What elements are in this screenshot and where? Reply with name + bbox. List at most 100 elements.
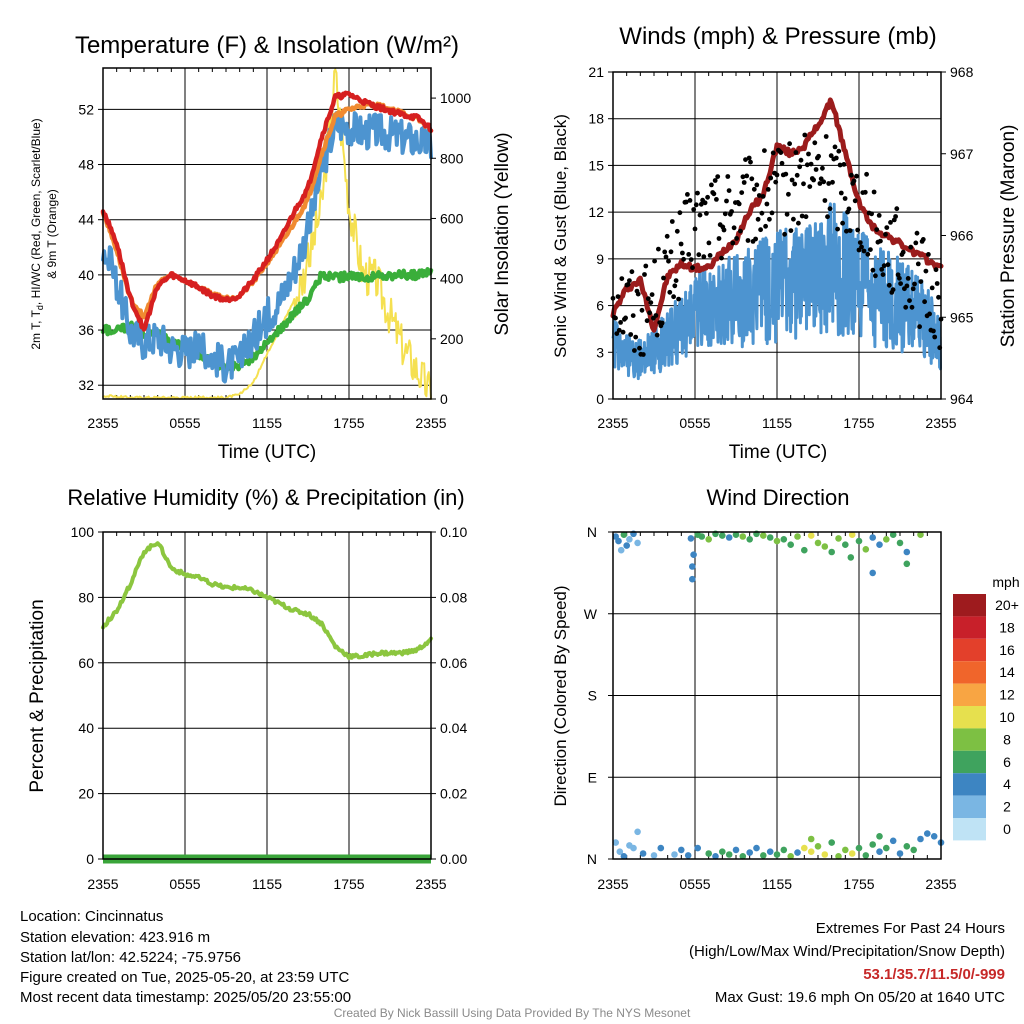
gust-point	[729, 209, 734, 214]
wind-direction-point	[917, 531, 924, 538]
wdir-xtick-label: 2355	[925, 876, 956, 892]
gust-point	[879, 267, 885, 272]
gust-point	[914, 230, 920, 236]
wind-direction-point	[814, 539, 822, 547]
extremes-title: Extremes For Past 24 Hours	[815, 920, 1005, 937]
wind-direction-point	[807, 532, 815, 539]
wind-direction-point	[869, 569, 876, 577]
wind-direction-point	[930, 833, 938, 840]
legend-label: 2	[1003, 799, 1011, 815]
gust-point	[688, 257, 694, 262]
gust-point	[639, 307, 645, 313]
temp-xtick-label: 0555	[169, 415, 200, 431]
gust-point	[823, 134, 829, 139]
wind-direction-point	[705, 536, 712, 543]
wind-direction-point	[848, 850, 856, 857]
gust-point	[652, 258, 657, 264]
footer-created: Figure created on Tue, 2025-05-20, at 23…	[20, 969, 350, 986]
temp-ylabel: 2m T, Td, HI/WC (Red, Green, Scarlet/Blu…	[29, 118, 45, 349]
rh-ylabel: Percent & Precipitation	[27, 599, 48, 792]
legend-swatch	[953, 616, 986, 639]
gust-point	[615, 294, 621, 299]
legend-label: 10	[999, 709, 1015, 725]
gust-point	[759, 210, 765, 216]
gust-point	[623, 315, 628, 321]
wind-direction-point	[924, 830, 931, 837]
legend-swatch	[953, 818, 986, 841]
gust-point	[871, 189, 877, 195]
wind-direction-point	[780, 846, 788, 854]
gust-point	[656, 246, 661, 252]
gust-point	[897, 275, 902, 281]
gust-point	[934, 281, 940, 286]
gust-point	[664, 233, 670, 239]
extremes-values: 53.1/35.7/11.5/0/-999	[863, 966, 1005, 983]
max-gust: Max Gust: 19.6 mph On 05/20 at 1640 UTC	[714, 989, 1005, 1006]
gust-point	[769, 210, 775, 216]
gust-point	[629, 269, 635, 275]
gust-point	[676, 296, 681, 302]
wind-direction-point	[630, 844, 637, 852]
gust-point	[794, 172, 800, 178]
temperature-chart: Temperature (F) & Insolation (W/m²) 32 36 4…	[29, 32, 513, 463]
wind-direction-point	[876, 541, 883, 548]
rh-y2tick-label: 0.04	[440, 720, 467, 736]
legend-label: 8	[1003, 731, 1011, 747]
rh-xtick-label: 1755	[333, 876, 364, 892]
rh-xtick-label: 2355	[415, 876, 446, 892]
gust-point	[627, 278, 632, 283]
gust-point	[702, 200, 708, 206]
gust-point	[663, 254, 669, 260]
wind-direction-point	[869, 841, 876, 848]
gust-point	[894, 206, 900, 212]
wind-direction-point	[612, 839, 619, 846]
rh-xtick-label: 2355	[87, 876, 118, 892]
temp-ylabel-part2: , HI/WC (Red, Green, Scarlet/Blue)	[29, 118, 43, 305]
gust-point	[835, 226, 840, 232]
wind-direction-point	[739, 533, 747, 540]
wind-direction-point	[855, 537, 863, 545]
winds-ytick-label: 9	[596, 251, 604, 267]
gust-point	[698, 201, 704, 207]
gust-point	[680, 250, 685, 256]
gust-point	[903, 304, 909, 310]
gust-point	[870, 267, 876, 273]
gust-point	[813, 167, 819, 172]
wind-direction-point	[694, 844, 701, 852]
winds-y2tick-label: 967	[950, 146, 974, 162]
legend-swatch	[953, 773, 986, 796]
legend-swatch	[953, 795, 986, 818]
temp-y2tick-label: 1000	[440, 90, 471, 106]
wind-direction-point	[862, 546, 870, 553]
gust-point	[659, 320, 665, 326]
gust-point	[762, 148, 767, 154]
wind-direction-point	[821, 851, 829, 858]
legend-label: 4	[1003, 776, 1011, 792]
gust-point	[616, 327, 622, 333]
gust-point	[722, 211, 728, 217]
gust-point	[910, 286, 916, 292]
temp-ylabel-line2: & 9m T (Orange)	[45, 189, 59, 279]
gust-point	[686, 252, 692, 257]
gust-point	[909, 304, 915, 310]
gust-point	[927, 311, 932, 317]
gust-point	[827, 206, 833, 212]
wind-direction-point	[807, 835, 815, 843]
wind-direction-point	[732, 531, 740, 538]
gust-point	[681, 256, 686, 262]
gust-point	[644, 318, 650, 324]
wdir-xtick-label: 2355	[597, 876, 628, 892]
gust-point	[667, 289, 673, 295]
humidity-chart: Relative Humidity (%) & Precipitation (i…	[27, 485, 467, 892]
wind-direction-point	[828, 839, 835, 846]
wind-direction-point	[689, 563, 696, 570]
legend-swatch	[953, 750, 986, 774]
gust-point	[804, 162, 810, 168]
temp-ylabel-sub: d	[35, 305, 45, 310]
gust-point	[711, 191, 717, 197]
wind-direction-point	[801, 546, 808, 554]
legend-swatch	[953, 728, 986, 751]
rh-ytick-label: 0	[86, 851, 94, 867]
gust-point	[822, 198, 828, 203]
gust-point	[796, 220, 801, 226]
